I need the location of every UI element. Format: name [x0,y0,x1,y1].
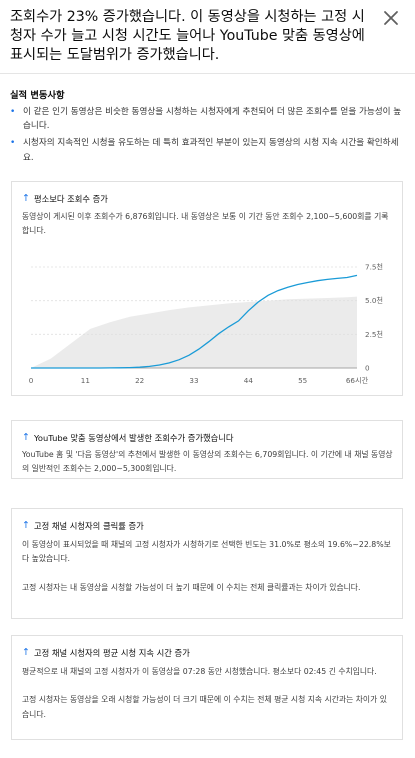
insight-text: 이 같은 인기 동영상은 비슷한 동영상을 시청하는 시청자에게 추천되어 더 … [23,107,402,132]
views-line [31,274,358,369]
card-text: 동영상이 게시된 이후 조회수가 6,876회입니다. 내 동영상은 보통 이 … [22,212,389,236]
y-tick-label: 0 [365,364,370,373]
card-recommended: ↑ YouTube 맞춤 동영상에서 발생한 조회수가 증가했습니다 YouTu… [11,420,403,479]
header: 조회수가 23% 증가했습니다. 이 동영상을 시청하는 고정 시청자 수가 늘… [0,0,415,72]
card-watch-time: ↑ 고정 채널 시청자의 평균 시청 지속 시간 증가 평균적으로 내 채널의 … [11,635,403,740]
card-title: ↑ 고정 채널 시청자의 클릭률 증가 [22,520,144,532]
section-title: 실적 변동사항 [10,90,65,101]
list-item: • 시청자의 지속적인 시청을 유도하는 데 특히 효과적인 부분이 있는지 동… [10,136,405,164]
x-tick-label: 44 [244,376,254,385]
details-panel: 실적 변동사항 • 이 같은 인기 동영상은 비슷한 동영상을 시청하는 시청자… [0,74,415,758]
x-tick-label: 0 [29,376,34,385]
x-tick-label: 11 [81,376,90,385]
insight-text: 시청자의 지속적인 시청을 유도하는 데 특히 효과적인 부분이 있는지 동영상… [23,138,399,163]
card-text: 고정 시청자는 내 동영상을 시청할 가능성이 더 높기 때문에 이 수치는 전… [22,582,361,592]
card-title: ↑ 평소보다 조회수 증가 [22,193,108,205]
typical-range-band [31,296,357,368]
card-title-text: YouTube 맞춤 동영상에서 발생한 조회수가 증가했습니다 [33,433,234,443]
y-tick-label: 5.0천 [365,296,383,305]
card-title-text: 평소보다 조회수 증가 [33,194,108,204]
headline: 조회수가 23% 증가했습니다. 이 동영상을 시청하는 고정 시청자 수가 늘… [10,9,365,63]
views-chart: 0 2.5천 5.0천 7.5천 0 11 22 33 44 55 66시간 [29,263,383,386]
card-ctr: ↑ 고정 채널 시청자의 클릭률 증가 이 동영상이 표시되었을 때 채널의 고… [11,508,403,619]
x-tick-label: 33 [189,376,198,385]
card-body: 이 동영상이 표시되었을 때 채널의 고정 시청자가 시청하기로 선택한 빈도는… [22,538,394,595]
card-views: ↑ 평소보다 조회수 증가 동영상이 게시된 이후 조회수가 6,876회입니다… [11,181,403,396]
card-text: 평균적으로 내 채널의 고정 시청자가 이 동영상을 07:28 동안 시청했습… [22,667,377,676]
card-title: ↑ 고정 채널 시청자의 평균 시청 지속 시간 증가 [22,647,190,659]
card-body: 동영상이 게시된 이후 조회수가 6,876회입니다. 내 동영상은 보통 이 … [22,210,394,239]
y-tick-label: 2.5천 [365,330,383,339]
card-text: 이 동영상이 표시되었을 때 채널의 고정 시청자가 시청하기로 선택한 빈도는… [22,540,391,564]
card-title-text: 고정 채널 시청자의 클릭률 증가 [33,521,144,531]
arrow-up-icon: ↑ [22,193,30,205]
y-tick-label: 7.5천 [365,263,383,272]
arrow-up-icon: ↑ [22,432,30,444]
close-icon[interactable] [379,6,403,30]
list-item: • 이 같은 인기 동영상은 비슷한 동영상을 시청하는 시청자에게 추천되어 … [10,105,405,133]
card-title: ↑ YouTube 맞춤 동영상에서 발생한 조회수가 증가했습니다 [22,432,234,444]
insight-list: • 이 같은 인기 동영상은 비슷한 동영상을 시청하는 시청자에게 추천되어 … [10,105,405,168]
header-divider [0,73,415,74]
x-tick-label: 22 [135,376,144,385]
arrow-up-icon: ↑ [22,647,30,659]
bullet-icon: • [10,107,16,117]
card-text: 고정 시청자는 동영상을 오래 시청할 가능성이 더 크기 때문에 이 수치는 … [22,695,387,719]
arrow-up-icon: ↑ [22,520,30,532]
x-tick-label: 66시간 [346,376,369,385]
card-title-text: 고정 채널 시청자의 평균 시청 지속 시간 증가 [33,648,190,658]
card-body: 평균적으로 내 채널의 고정 시청자가 이 동영상을 07:28 동안 시청했습… [22,665,394,722]
bullet-icon: • [10,138,16,149]
card-body: YouTube 홈 및 '다음 동영상'의 추천에서 발생한 이 동영상의 조회… [22,448,394,477]
card-text: YouTube 홈 및 '다음 동영상'의 추천에서 발생한 이 동영상의 조회… [22,450,393,474]
x-tick-label: 55 [298,376,307,385]
